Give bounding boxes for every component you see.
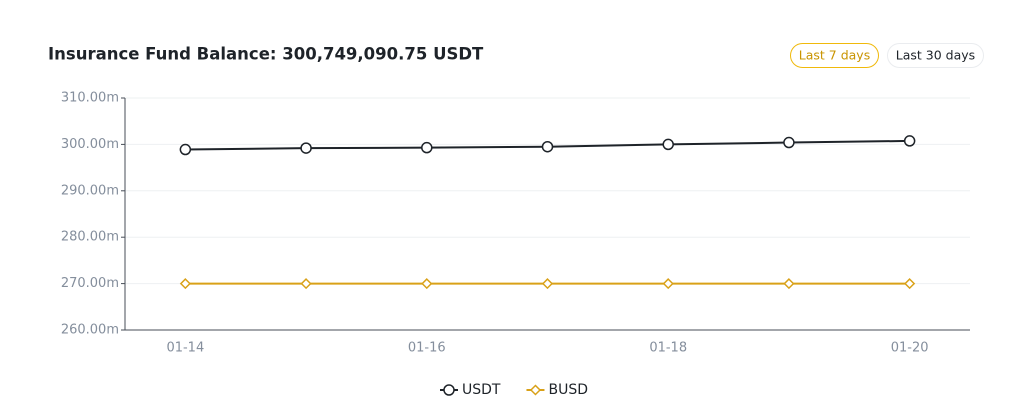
legend-marker[interactable]	[443, 384, 455, 396]
y-tick-label: 260.00m	[61, 323, 119, 338]
y-tick-label: 300.00m	[61, 137, 119, 152]
legend-label[interactable]: USDT	[462, 382, 501, 398]
data-point	[300, 278, 312, 290]
x-tick-label: 01-18	[649, 341, 687, 356]
data-point	[903, 135, 916, 147]
data-point	[783, 278, 795, 290]
range-button-label[interactable]: Last 30 days	[896, 48, 975, 63]
x-tick-label: 01-16	[408, 341, 446, 356]
data-point	[421, 141, 433, 154]
data-point	[783, 136, 795, 149]
chart-title: Insurance Fund Balance: 300,749,090.75 U…	[48, 45, 484, 64]
range-button-label[interactable]: Last 7 days	[799, 48, 870, 63]
data-point	[904, 278, 916, 290]
data-point	[541, 278, 554, 290]
range-button[interactable]	[887, 43, 984, 68]
y-tick-label: 270.00m	[61, 276, 119, 291]
y-tick-label: 310.00m	[61, 91, 119, 106]
x-tick-label: 01-20	[891, 341, 929, 356]
data-point	[662, 278, 674, 290]
data-point	[179, 143, 192, 156]
data-point	[541, 140, 554, 153]
x-tick-label: 01-14	[166, 341, 204, 356]
range-button[interactable]	[790, 43, 879, 68]
data-point	[421, 278, 433, 290]
data-point	[300, 142, 312, 154]
data-point	[179, 278, 191, 290]
data-point	[662, 138, 674, 151]
legend-marker[interactable]	[529, 384, 542, 396]
y-tick-label: 290.00m	[61, 183, 119, 198]
legend-label[interactable]: BUSD	[548, 382, 588, 398]
y-tick-label: 280.00m	[61, 230, 119, 245]
